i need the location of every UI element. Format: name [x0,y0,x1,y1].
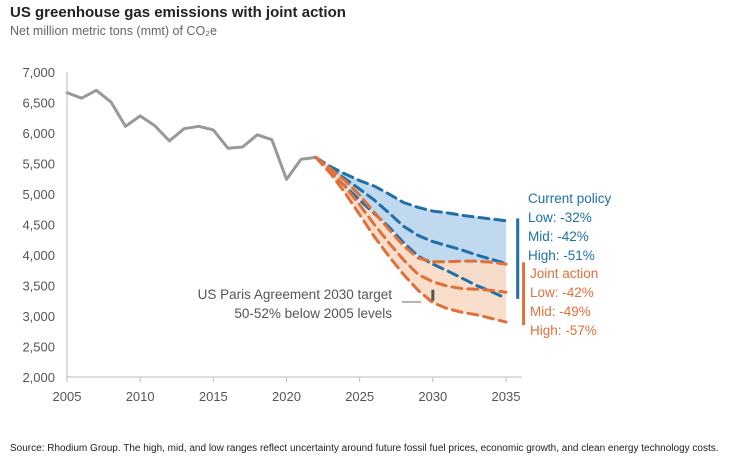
x-tick-label: 2020 [272,389,301,404]
joint-action-mid: Mid: -49% [530,304,591,319]
line-current-policy-high [314,155,508,300]
y-tick-label: 3,000 [22,309,55,324]
annotations: Current policy Low: -32% Mid: -42% High:… [198,191,612,338]
y-tick-label: 7,000 [22,65,55,80]
emissions-chart: 2,000 2,500 3,000 3,500 4,000 4,500 5,000 5,500… [22,65,612,404]
x-tick-label: 2005 [53,389,82,404]
x-tick-label: 2015 [199,389,228,404]
joint-action-low: Low: -42% [530,285,594,300]
chart-title: US greenhouse gas emissions with joint a… [10,4,346,21]
chart-subtitle: Net million metric tons (mmt) of CO₂e [10,24,217,38]
band-joint-action [315,157,506,323]
current-policy-low: Low: -32% [528,210,592,225]
series-lines [65,88,508,324]
y-tick-label: 2,500 [22,340,55,355]
line-historical [65,88,318,181]
paris-target-line1: US Paris Agreement 2030 target [198,287,393,302]
joint-action-heading: Joint action [530,266,598,281]
y-tick-label: 4,500 [22,218,55,233]
joint-action-high: High: -57% [530,323,597,338]
paris-target-line2: 50-52% below 2005 levels [234,306,392,321]
current-policy-heading: Current policy [528,191,612,206]
current-policy-mid: Mid: -42% [528,229,589,244]
y-tick-label: 6,500 [22,96,55,111]
y-tick-label: 5,500 [22,157,55,172]
y-tick-label: 4,000 [22,248,55,263]
line-current-policy-low [314,155,508,223]
x-tick-label: 2025 [345,389,374,404]
y-tick-label: 6,000 [22,126,55,141]
y-tick-label: 5,000 [22,187,55,202]
x-tick-label: 2010 [126,389,155,404]
y-tick-label: 3,500 [22,279,55,294]
current-policy-high: High: -51% [528,248,595,263]
line-joint-action-high [314,155,508,324]
axes: 2,000 2,500 3,000 3,500 4,000 4,500 5,000 5,500… [22,65,522,404]
range-bars [516,218,526,326]
line-joint-action-low [314,155,508,266]
x-tick-label: 2030 [418,389,447,404]
line-joint-action-mid [314,155,508,294]
x-tick-label: 2035 [492,389,521,404]
line-current-policy-mid [314,155,508,265]
y-tick-label: 2,000 [22,370,55,385]
source-note: Source: Rhodium Group. The high, mid, an… [10,443,719,454]
